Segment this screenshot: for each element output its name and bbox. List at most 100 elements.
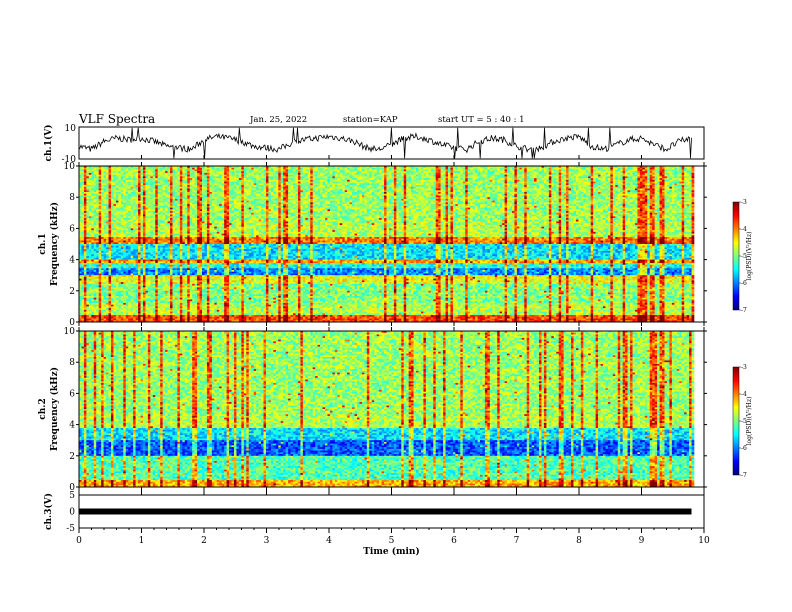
spectro-cell <box>317 198 321 201</box>
spectro-cell <box>524 178 528 181</box>
spectro-cell <box>374 195 377 198</box>
spectro-cell <box>548 166 552 169</box>
spectro-cell <box>558 174 562 177</box>
spectro-cell <box>408 186 412 189</box>
spectro-cell <box>610 190 614 193</box>
spectro-cell <box>467 188 471 191</box>
spectro-cell <box>295 188 299 191</box>
spectro-cell <box>327 188 331 191</box>
spectro-cell <box>546 171 550 174</box>
spectro-cell <box>251 169 254 172</box>
spectro-cell <box>265 188 269 191</box>
spectro-cell <box>325 176 328 179</box>
spectro-cell <box>595 197 599 200</box>
spectro-cell <box>440 190 444 193</box>
spectro-cell <box>684 179 687 182</box>
spectro-cell <box>671 186 675 189</box>
spectro-cell <box>686 188 690 191</box>
spectro-cell <box>593 197 596 200</box>
spectro-cell <box>406 167 409 170</box>
spectro-cell <box>120 186 124 189</box>
spectro-cell <box>113 166 117 169</box>
spectro-cell <box>248 185 252 188</box>
spectro-cell <box>600 176 604 179</box>
spectro-cell <box>548 172 552 175</box>
spectro-cell <box>113 174 117 177</box>
spectro-cell <box>465 190 468 193</box>
spectro-cell <box>428 198 432 201</box>
spectro-cell <box>91 198 95 201</box>
spectro-cell <box>521 185 525 188</box>
spectro-cell <box>246 183 250 186</box>
spectro-cell <box>103 171 107 174</box>
spectro-cell <box>189 185 193 188</box>
spectro-cell <box>142 179 146 182</box>
spectro-cell <box>162 179 166 182</box>
spectro-cell <box>571 179 574 182</box>
spectro-cell <box>229 192 232 195</box>
spectro-cell <box>428 176 432 179</box>
spectro-cell <box>305 166 309 169</box>
spectro-cell <box>384 169 387 172</box>
spectro-cell <box>361 172 365 175</box>
spectro-cell <box>248 181 252 184</box>
spectro-cell <box>406 190 409 193</box>
spectro-cell <box>147 188 151 191</box>
spectro-cell <box>445 186 449 189</box>
spectro-cell <box>492 183 496 186</box>
spectro-cell <box>639 193 643 196</box>
spectro-cell <box>88 179 92 182</box>
spectro-cell <box>627 171 631 174</box>
spectro-cell <box>167 166 171 169</box>
spectro-cell <box>236 198 240 201</box>
spectro-cell <box>320 167 323 170</box>
spectro-cell <box>155 174 159 177</box>
spectro-cell <box>610 183 614 186</box>
spectro-cell <box>256 172 259 175</box>
spectro-cell <box>123 171 127 174</box>
spectro-cell <box>293 171 296 174</box>
spectro-cell <box>108 174 112 177</box>
spectro-cell <box>384 181 387 184</box>
spectro-cell <box>243 195 247 198</box>
spectro-cell <box>487 190 491 193</box>
spectro-cell <box>233 181 237 184</box>
spectro-cell <box>339 171 343 174</box>
spectro-cell <box>391 169 395 172</box>
spectro-cell <box>248 186 252 189</box>
spectro-cell <box>293 174 296 177</box>
spectro-cell <box>679 166 682 169</box>
spectro-cell <box>691 192 695 195</box>
spectro-cell <box>280 169 284 172</box>
spectro-cell <box>416 183 419 186</box>
spectro-cell <box>681 185 685 188</box>
spectro-cell <box>647 174 651 177</box>
spectro-cell <box>620 190 623 193</box>
spectro-cell <box>539 167 542 170</box>
spectro-cell <box>135 188 139 191</box>
spectro-cell <box>135 198 139 201</box>
spectro-cell <box>145 183 149 186</box>
spectro-cell <box>573 176 577 179</box>
spectro-cell <box>457 192 461 195</box>
spectro-cell <box>197 183 200 186</box>
spectro-cell <box>487 192 491 195</box>
spectro-cell <box>273 181 277 184</box>
spectro-cell <box>256 169 259 172</box>
spectro-cell <box>411 171 414 174</box>
spectro-cell <box>406 166 409 169</box>
spectro-cell <box>307 171 311 174</box>
spectro-cell <box>261 192 264 195</box>
spectro-cell <box>209 185 213 188</box>
spectro-cell <box>438 171 441 174</box>
spectro-cell <box>605 197 609 200</box>
spectro-cell <box>214 166 218 169</box>
spectro-cell <box>320 171 323 174</box>
spectro-cell <box>610 185 614 188</box>
spectro-cell <box>278 186 282 189</box>
spectro-cell <box>482 171 486 174</box>
spectro-cell <box>571 188 574 191</box>
spectro-cell <box>634 167 638 170</box>
spectro-cell <box>310 167 313 170</box>
spectro-cell <box>440 179 444 182</box>
